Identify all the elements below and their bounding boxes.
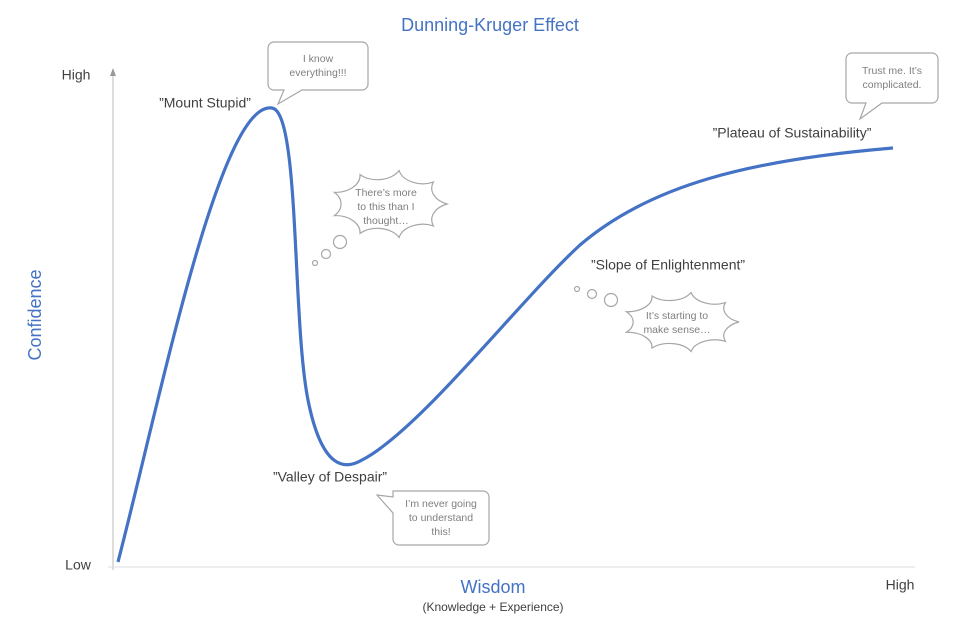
speech-bubble [845, 52, 939, 121]
stage-label: ”Slope of Enlightenment” [591, 257, 745, 273]
thought-dot [573, 285, 581, 293]
curve [116, 106, 894, 563]
bubble-text: everything!!! [289, 67, 346, 79]
bubble-text: I’m never going [405, 498, 477, 510]
thought-dot [332, 234, 348, 250]
thought-dot [603, 292, 619, 308]
y-label: Confidence [25, 269, 45, 360]
thought-dot [320, 248, 332, 260]
y-low: Low [65, 557, 92, 573]
bubble-text: thought… [363, 215, 409, 227]
x-sublabel: (Knowledge + Experience) [422, 600, 563, 614]
bubble-text: There’s more [355, 187, 417, 199]
bubble-text: to this than I [357, 201, 414, 213]
title: Dunning-Kruger Effect [401, 15, 579, 35]
stage-label: ”Plateau of Sustainability” [713, 125, 872, 141]
bubble-text: complicated. [863, 79, 922, 91]
speech-bubble [267, 41, 369, 106]
thought-cloud [332, 169, 450, 239]
stage-label: ”Valley of Despair” [273, 469, 387, 485]
bubble-text: make sense… [643, 324, 710, 336]
thought-cloud [624, 291, 740, 353]
x-high: High [886, 577, 915, 593]
bubble-text: I know [303, 53, 334, 65]
x-label: Wisdom [460, 577, 525, 597]
bubble-text: this! [431, 526, 450, 538]
thought-dot [311, 259, 319, 267]
stage-label: ”Mount Stupid” [159, 95, 251, 111]
bubble-text: It’s starting to [646, 310, 708, 322]
speech-bubble [375, 490, 490, 546]
bubble-text: Trust me. It’s [862, 65, 922, 77]
thought-dot [586, 288, 598, 300]
bubble-text: to understand [409, 512, 473, 524]
y-high: High [62, 67, 91, 83]
